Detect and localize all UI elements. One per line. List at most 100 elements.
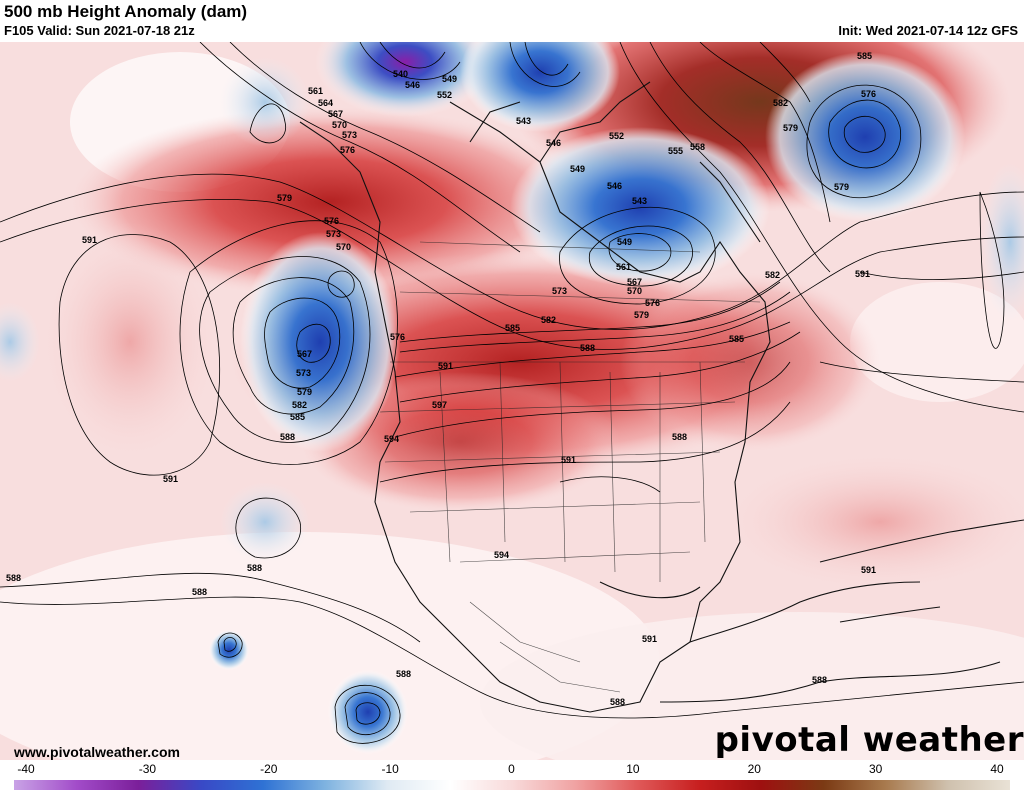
label-567-e: 567 [627,277,642,287]
ridge-west-canada [70,107,590,297]
label-591-atl: 591 [861,565,876,575]
label-552: 552 [437,90,452,100]
label-588-car: 588 [812,675,827,685]
label-573: 573 [342,130,357,140]
brand-logo: pivotal weather [714,720,1024,760]
label-576: 576 [340,145,355,155]
anomaly-map: 561 564 567 570 573 576 540 546 549 552 … [0,42,1024,760]
label-555: 555 [668,146,683,156]
label-573-w: 573 [326,229,341,239]
map-canvas: 561 564 567 570 573 576 540 546 549 552 … [0,42,1024,760]
trough-alaska [220,57,310,147]
label-576-e: 576 [645,298,660,308]
label-582-c: 582 [541,315,556,325]
state-borders [379,241,761,693]
label-570: 570 [332,120,347,130]
label-564: 564 [318,98,333,108]
label-570-w: 570 [336,242,351,252]
colorbar-tick: -10 [381,762,399,776]
label-567-trough: 567 [297,349,312,359]
label-579-e: 579 [634,310,649,320]
label-579-top: 579 [783,123,798,133]
label-591-pac2: 591 [163,474,178,484]
label-579-w: 579 [277,193,292,203]
label-573-trough: 573 [296,368,311,378]
label-549: 549 [442,74,457,84]
valid-time: F105 Valid: Sun 2021-07-18 21z [4,23,195,38]
label-567: 567 [328,109,343,119]
height-contours [0,42,1024,744]
label-591-pac: 591 [82,235,97,245]
contour-labels: 561 564 567 570 573 576 540 546 549 552 … [6,51,876,707]
label-582-trough: 582 [292,400,307,410]
label-570-e: 570 [627,286,642,296]
colorbar-tick: 0 [508,762,515,776]
colorbar-tick: -20 [260,762,278,776]
label-549-c: 549 [617,237,632,247]
label-546-b: 546 [546,138,561,148]
label-561-e: 561 [616,262,631,272]
label-585-trough: 585 [290,412,305,422]
label-579-trough: 579 [297,387,312,397]
trough-pacific-nw [240,232,400,452]
atlantic-light-area [850,282,1024,402]
label-588-mex: 588 [396,669,411,679]
label-576-w: 576 [324,216,339,226]
label-591-cen: 591 [642,634,657,644]
label-588-w: 588 [6,573,21,583]
label-588-c: 588 [580,343,595,353]
label-588-cen: 588 [610,697,625,707]
label-591-e: 591 [855,269,870,279]
trough-small-low [209,630,249,670]
label-588-trough: 588 [280,432,295,442]
label-543-b: 543 [632,196,647,206]
colorbar-tick: -30 [138,762,157,776]
label-540: 540 [393,69,408,79]
label-588-low: 588 [247,563,262,573]
caribbean-light-area [480,612,1024,760]
label-582-top: 582 [773,98,788,108]
source-url[interactable]: www.pivotalweather.com [14,744,180,760]
header: 500 mb Height Anomaly (dam) F105 Valid: … [0,0,1024,42]
label-576-coast: 576 [390,332,405,342]
trough-north-atlantic [765,52,965,222]
map-title: 500 mb Height Anomaly (dam) [4,2,248,21]
label-588-se: 588 [672,432,687,442]
label-543: 543 [516,116,531,126]
ridge-atlantic [720,452,1024,592]
coastlines [299,81,1024,713]
label-552-b: 552 [609,131,624,141]
label-585-e: 585 [729,334,744,344]
label-558: 558 [690,142,705,152]
label-576-atl: 576 [861,89,876,99]
label-594-s: 594 [494,550,509,560]
label-546: 546 [405,80,420,90]
colorbar-tick: 20 [747,762,761,776]
label-597: 597 [432,400,447,410]
ridge-pacific [40,222,220,462]
trough-hudson-bay [510,127,770,287]
label-585-top: 585 [857,51,872,61]
label-546-c: 546 [607,181,622,191]
trough-arctic-west [315,42,495,117]
trough-west-edge [0,302,40,382]
colorbar-tick: 30 [868,762,883,776]
label-594-w: 594 [384,434,399,444]
colorbar-tick: 40 [990,762,1004,776]
trough-east-edge [980,162,1024,322]
trough-arctic-east [460,42,620,132]
trough-subtropical [220,482,310,562]
colorbar [14,780,1010,790]
label-588-w2: 588 [192,587,207,597]
label-579-atl: 579 [834,182,849,192]
trough-tropical-low [328,670,408,754]
label-591-s: 591 [561,455,576,465]
label-582-e: 582 [765,270,780,280]
label-561: 561 [308,86,323,96]
label-585-c: 585 [505,323,520,333]
init-time: Init: Wed 2021-07-14 12z GFS [838,23,1018,38]
colorbar-tick: -40 [17,762,35,776]
label-591-n: 591 [438,361,453,371]
colorbar-tick: 10 [626,762,640,776]
colorbar-legend: -40 -30 -20 -10 0 10 20 30 40 [0,760,1024,791]
